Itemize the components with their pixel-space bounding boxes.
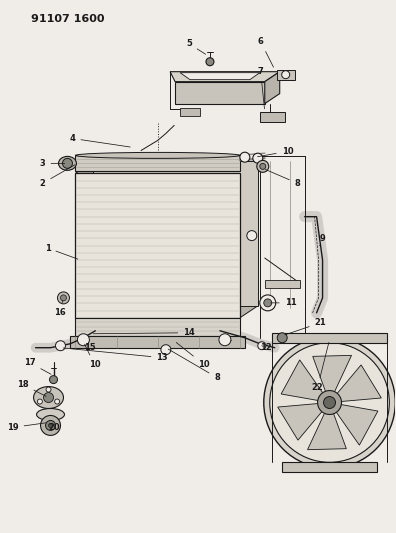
Text: 21: 21 [285,318,326,335]
Polygon shape [265,71,280,103]
Circle shape [55,399,60,404]
Text: 18: 18 [17,380,46,397]
Circle shape [264,299,272,307]
Text: 4: 4 [70,134,130,147]
Circle shape [240,152,250,162]
Polygon shape [281,360,325,401]
Polygon shape [308,410,346,450]
Text: 10: 10 [257,147,293,157]
Circle shape [161,345,171,354]
Circle shape [78,334,89,346]
Text: 2: 2 [40,165,75,188]
Text: 5: 5 [186,39,206,54]
Circle shape [253,153,263,163]
Polygon shape [175,82,265,103]
Text: 20: 20 [49,423,61,432]
Circle shape [63,158,72,168]
Bar [272,333,387,343]
Text: 16: 16 [54,301,65,317]
Ellipse shape [34,386,63,408]
Circle shape [37,399,42,404]
Text: 15: 15 [78,343,95,352]
Ellipse shape [59,156,76,171]
Polygon shape [334,404,378,445]
Bar [75,173,240,318]
Circle shape [260,295,276,311]
Polygon shape [313,356,352,395]
Text: 8: 8 [168,349,220,382]
Text: 12: 12 [260,343,272,352]
Bar [93,161,258,306]
Circle shape [49,423,53,427]
Circle shape [282,71,290,79]
Ellipse shape [36,408,65,421]
Circle shape [206,58,214,66]
Ellipse shape [75,152,240,158]
Circle shape [55,341,65,351]
Text: 91107 1600: 91107 1600 [30,14,104,24]
Text: 17: 17 [24,358,51,374]
Circle shape [257,160,269,172]
Circle shape [44,393,53,402]
Polygon shape [278,403,324,440]
Text: 3: 3 [40,159,65,168]
Circle shape [258,342,266,350]
Text: 10: 10 [176,343,210,369]
Bar [265,280,300,288]
Circle shape [57,292,69,304]
Circle shape [46,387,51,392]
Bar [282,462,377,472]
Polygon shape [170,71,280,82]
Text: 6: 6 [258,37,274,67]
Circle shape [40,416,61,435]
Circle shape [46,421,55,431]
Text: 9: 9 [320,233,326,246]
Text: 8: 8 [265,169,301,188]
Polygon shape [180,72,260,79]
Polygon shape [335,365,381,402]
Text: 13: 13 [63,348,168,362]
Text: 14: 14 [93,328,195,337]
Text: 7: 7 [258,67,265,109]
Circle shape [219,334,231,346]
Circle shape [318,391,341,415]
Bar [70,336,245,348]
Circle shape [277,333,287,343]
Circle shape [61,295,67,301]
Bar [180,108,200,116]
Text: 19: 19 [7,423,46,432]
Bar [260,111,285,122]
Circle shape [264,337,395,469]
Text: 22: 22 [312,342,329,392]
Circle shape [324,397,335,408]
Bar [75,156,240,171]
Bar [75,318,240,336]
Polygon shape [240,161,258,318]
Polygon shape [75,161,258,173]
Text: 11: 11 [270,298,297,308]
Bar [277,70,295,79]
Circle shape [247,231,257,240]
Circle shape [270,343,389,462]
Text: 1: 1 [45,244,78,259]
Circle shape [50,376,57,384]
Text: 10: 10 [85,344,100,369]
Circle shape [260,163,266,169]
